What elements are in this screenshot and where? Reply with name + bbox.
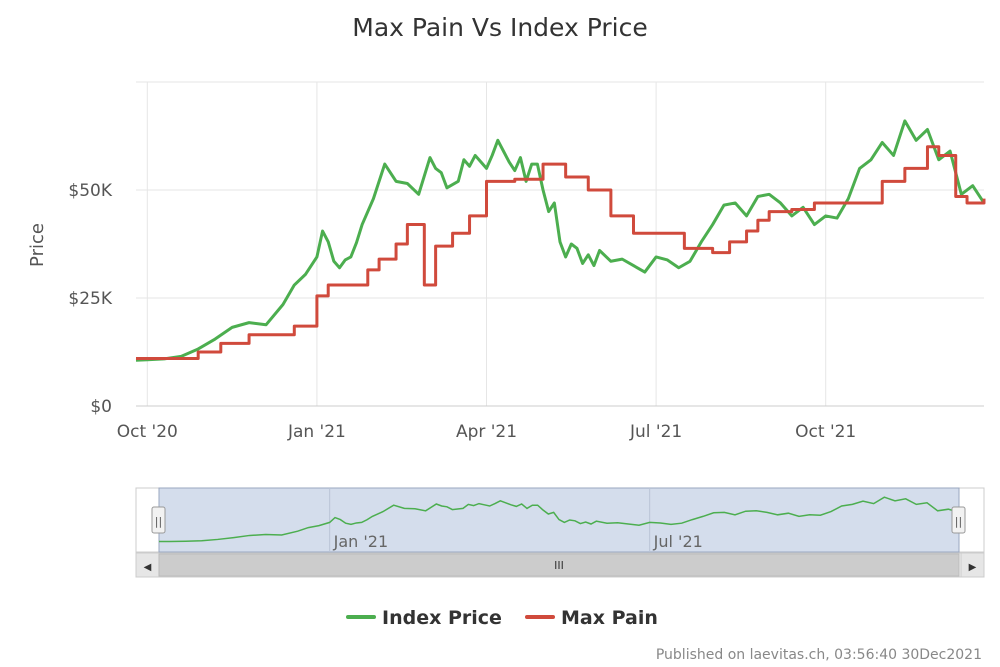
handle-left-glyph: || xyxy=(155,515,162,528)
y-tick-label: $0 xyxy=(90,397,112,417)
legend-item-index-price[interactable]: Index Price xyxy=(346,607,502,629)
legend-label-index-price: Index Price xyxy=(382,607,502,629)
scroll-right-arrow-icon: ▶ xyxy=(969,562,977,573)
navigator-series xyxy=(158,496,960,543)
navigator-series-line xyxy=(158,496,960,543)
scroll-left-arrow-icon: ◀ xyxy=(144,562,152,573)
legend: Index Price Max Pain xyxy=(346,607,658,629)
series-line-max-pain xyxy=(136,145,986,360)
y-tick-label: $50K xyxy=(68,181,112,201)
y-axis-label: Price xyxy=(27,223,48,267)
navigator-handle-right[interactable]: || xyxy=(951,506,966,534)
navigator-tick-label: Jan '21 xyxy=(333,532,389,551)
x-tick-labels: Oct '20 Jan '21 Apr '21 Jul '21 Oct '21 xyxy=(117,422,857,442)
x-tick-label: Oct '20 xyxy=(117,422,178,442)
handle-right-glyph: || xyxy=(955,515,962,528)
series-line-index-price xyxy=(135,119,986,362)
y-tick-label: $25K xyxy=(68,289,112,309)
legend-label-max-pain: Max Pain xyxy=(561,607,658,629)
legend-item-max-pain[interactable]: Max Pain xyxy=(525,607,658,629)
scrollbar-grip: III xyxy=(554,559,564,572)
navigator-handle-left[interactable]: || xyxy=(151,506,166,534)
scrollbar[interactable]: ◀ III ▶ xyxy=(135,552,985,578)
y-tick-labels: $0 $25K $50K xyxy=(68,181,112,417)
x-tick-label: Jul '21 xyxy=(629,422,682,442)
scroll-right-button[interactable] xyxy=(960,552,985,578)
navigator-tick-label: Jul '21 xyxy=(653,532,703,551)
navigator[interactable]: Jan '21 Jul '21 || || xyxy=(135,487,985,553)
scrollbar-thumb[interactable] xyxy=(158,553,960,577)
series-lines xyxy=(135,119,986,362)
credit-text[interactable]: Published on laevitas.ch, 03:56:40 30Dec… xyxy=(656,647,982,663)
navigator-grid: Jan '21 Jul '21 xyxy=(329,488,703,552)
x-tick-label: Apr '21 xyxy=(456,422,517,442)
x-tick-label: Oct '21 xyxy=(795,422,856,442)
chart-title: Max Pain Vs Index Price xyxy=(352,13,647,42)
x-tick-label: Jan '21 xyxy=(287,422,346,442)
grid-lines xyxy=(136,81,984,407)
